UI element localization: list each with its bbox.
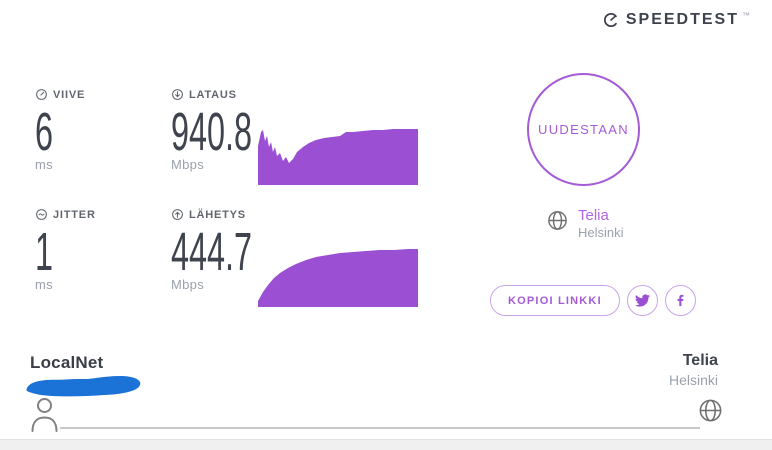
- footer-server-city: Helsinki: [668, 372, 718, 388]
- bottom-edge-band: [0, 439, 772, 450]
- jitter-value: 1: [35, 222, 54, 282]
- share-row: KOPIOI LINKKI: [490, 285, 696, 316]
- twitter-icon: [634, 294, 650, 307]
- facebook-icon: [677, 294, 684, 307]
- jitter-label-row: JITTER: [35, 208, 96, 221]
- logo-text: SPEEDTEST: [625, 11, 739, 28]
- copy-link-label: KOPIOI LINKKI: [508, 294, 602, 307]
- logo-trademark: ™: [742, 11, 750, 20]
- ping-metric: VIIVE 6 ms: [35, 88, 85, 173]
- ping-label: VIIVE: [53, 88, 86, 101]
- download-label: LATAUS: [189, 88, 237, 101]
- download-value: 940.8: [171, 102, 253, 162]
- download-unit: Mbps: [171, 157, 204, 172]
- upload-label: LÄHETYS: [189, 208, 246, 221]
- jitter-unit: ms: [35, 277, 53, 292]
- upload-speed-graph: [258, 245, 418, 307]
- wave-circle-icon: [36, 209, 47, 220]
- person-icon: [31, 398, 58, 432]
- speedtest-logo[interactable]: SPEEDTEST ™: [602, 11, 750, 29]
- gauge-circle-icon: [36, 89, 47, 100]
- upload-metric: LÄHETYS 444.7 Mbps: [171, 208, 306, 293]
- footer-divider-line: [60, 427, 700, 429]
- share-twitter-button[interactable]: [626, 285, 658, 316]
- ping-value: 6: [35, 102, 54, 162]
- ping-unit: ms: [35, 157, 53, 172]
- arrow-up-circle-icon: [172, 209, 183, 220]
- download-metric: LATAUS 940.8 Mbps: [171, 88, 306, 173]
- server-name-link[interactable]: Telia: [578, 207, 609, 224]
- download-label-row: LATAUS: [171, 88, 306, 101]
- ping-label-row: VIIVE: [35, 88, 85, 101]
- footer-server-info: Telia Helsinki: [669, 352, 718, 388]
- footer-server-name: Telia: [682, 352, 718, 369]
- copy-link-button[interactable]: KOPIOI LINKKI: [490, 285, 620, 316]
- isp-name: LocalNet: [30, 353, 104, 372]
- redaction-scribble: [26, 376, 141, 397]
- speedtest-gauge-icon: [603, 12, 617, 28]
- server-info: Telia Helsinki: [546, 208, 624, 240]
- restart-label: UUDESTAAN: [538, 122, 629, 137]
- jitter-metric: JITTER 1 ms: [35, 208, 96, 293]
- arrow-down-circle-icon: [172, 89, 183, 100]
- jitter-label: JITTER: [53, 208, 96, 221]
- server-city: Helsinki: [578, 225, 624, 240]
- share-facebook-button[interactable]: [664, 285, 696, 316]
- globe-icon: [548, 211, 567, 230]
- upload-label-row: LÄHETYS: [171, 208, 306, 221]
- globe-icon: [699, 399, 722, 422]
- download-speed-graph: [258, 122, 418, 185]
- upload-value: 444.7: [171, 222, 253, 282]
- upload-unit: Mbps: [171, 277, 204, 292]
- restart-test-button[interactable]: UUDESTAAN: [527, 73, 640, 186]
